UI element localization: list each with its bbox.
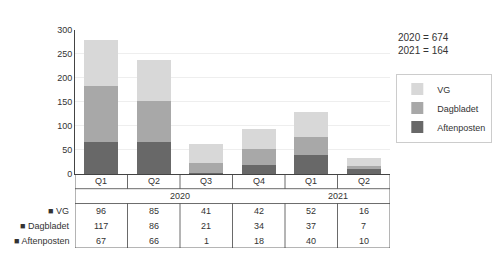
svg-text:150: 150 (57, 97, 72, 107)
svg-text:100: 100 (57, 121, 72, 131)
svg-text:Q2: Q2 (358, 176, 370, 186)
svg-text:41: 41 (201, 206, 211, 216)
svg-text:Q3: Q3 (200, 176, 212, 186)
svg-text:50: 50 (62, 145, 72, 155)
svg-text:200: 200 (57, 73, 72, 83)
svg-text:Q1: Q1 (305, 176, 317, 186)
svg-text:16: 16 (359, 206, 369, 216)
svg-text:10: 10 (359, 236, 369, 246)
svg-text:117: 117 (94, 221, 108, 231)
svg-text:■ Aftenposten: ■ Aftenposten (14, 236, 69, 246)
svg-text:Q4: Q4 (253, 176, 265, 186)
svg-text:2020 = 6742021 = 164: 2020 = 6742021 = 164 (398, 32, 449, 56)
svg-text:1: 1 (204, 236, 209, 246)
svg-text:2021: 2021 (328, 191, 348, 201)
svg-text:18: 18 (254, 236, 264, 246)
svg-text:40: 40 (306, 236, 316, 246)
svg-text:52: 52 (306, 206, 316, 216)
svg-text:300: 300 (57, 25, 72, 35)
svg-text:Dagbladet: Dagbladet (437, 104, 479, 114)
svg-text:2020: 2020 (170, 191, 190, 201)
svg-text:42: 42 (254, 206, 264, 216)
svg-text:■ Dagbladet: ■ Dagbladet (20, 221, 69, 231)
svg-text:21: 21 (201, 221, 211, 231)
svg-text:37: 37 (306, 221, 316, 231)
svg-text:96: 96 (96, 206, 106, 216)
svg-text:66: 66 (149, 236, 159, 246)
svg-text:34: 34 (254, 221, 264, 231)
svg-text:0: 0 (67, 169, 72, 179)
svg-text:■ VG: ■ VG (48, 206, 69, 216)
svg-text:VG: VG (437, 85, 450, 95)
svg-text:Q1: Q1 (95, 176, 107, 186)
svg-text:Q2: Q2 (148, 176, 160, 186)
svg-text:Aftenposten: Aftenposten (437, 123, 485, 133)
svg-text:85: 85 (149, 206, 159, 216)
svg-text:86: 86 (149, 221, 159, 231)
svg-text:250: 250 (57, 49, 72, 59)
svg-text:67: 67 (96, 236, 106, 246)
svg-text:7: 7 (361, 221, 366, 231)
